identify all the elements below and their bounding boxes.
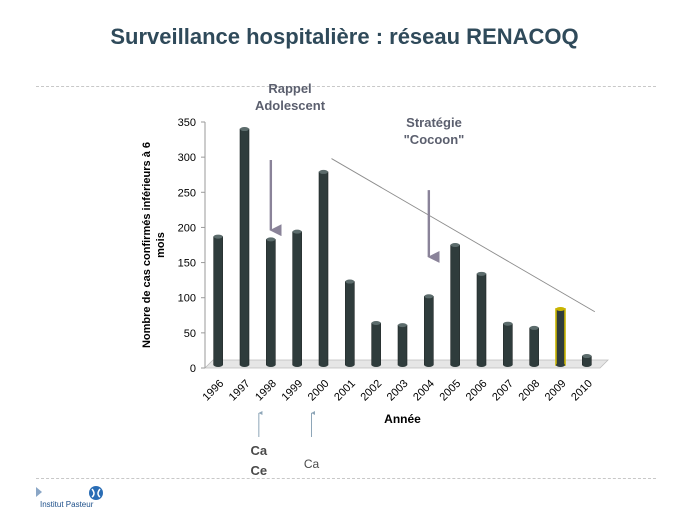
- bar-base: [424, 363, 434, 367]
- x-tick-label: 2007: [490, 378, 516, 404]
- x-axis-title: Année: [384, 412, 421, 426]
- top-divider: [36, 86, 656, 87]
- bar-base: [213, 363, 223, 367]
- y-tick-label: 50: [184, 328, 196, 340]
- x-tick-label: 2000: [306, 378, 332, 404]
- bar-top: [424, 294, 434, 299]
- bar-base: [582, 363, 592, 367]
- y-tick-label: 100: [178, 293, 196, 305]
- bar-top: [240, 127, 249, 132]
- x-tick-label: 2010: [569, 378, 595, 404]
- bar-top: [371, 321, 381, 326]
- bar-top: [266, 237, 276, 242]
- bar-base: [477, 363, 486, 367]
- bar-top: [319, 169, 328, 174]
- annotation-label: Stratégie: [406, 115, 462, 130]
- bar: [213, 236, 223, 366]
- bar-base: [266, 363, 276, 367]
- bar: [397, 324, 408, 366]
- bar: [318, 171, 329, 366]
- bar-top: [345, 279, 355, 284]
- bar: [555, 308, 566, 366]
- bar-base: [398, 363, 407, 367]
- bar: [371, 322, 381, 366]
- x-tick-label: 1999: [279, 378, 305, 404]
- bottom-divider: [36, 478, 656, 479]
- annotation-label: Adolescent: [255, 98, 326, 113]
- reference-label: Ce: [251, 463, 268, 478]
- bar-base: [319, 363, 328, 367]
- bar: [424, 296, 434, 366]
- bar: [476, 273, 487, 366]
- x-tick-label: 2005: [437, 378, 463, 404]
- bar: [239, 128, 250, 366]
- bar-base: [240, 363, 249, 367]
- bar-base: [450, 363, 460, 367]
- x-tick-label: 1996: [200, 378, 226, 404]
- x-tick-label: 2002: [358, 378, 384, 404]
- logo-text: Institut Pasteur: [40, 500, 94, 509]
- bar-top: [582, 354, 592, 359]
- bar: [266, 239, 276, 366]
- trend-line: [331, 158, 596, 313]
- slide-title: Surveillance hospitalière : réseau RENAC…: [110, 24, 579, 49]
- x-tick-label: 1997: [227, 378, 253, 404]
- annotation-label: Rappel: [268, 81, 311, 96]
- x-tick-label: 2009: [543, 378, 569, 404]
- bar-top: [213, 234, 223, 239]
- y-tick-label: 300: [178, 152, 196, 164]
- bar-top: [450, 243, 460, 247]
- bar: [450, 244, 460, 366]
- x-tick-label: 2003: [385, 378, 411, 404]
- y-tick-label: 0: [190, 363, 196, 375]
- bar-base: [371, 363, 381, 367]
- y-tick-label: 150: [178, 258, 196, 270]
- bar-base: [529, 363, 539, 367]
- x-tick-label: 2004: [411, 378, 437, 404]
- annotation-label: "Cocoon": [404, 132, 465, 147]
- bar-top: [477, 271, 486, 276]
- y-tick-label: 350: [178, 117, 196, 129]
- bar-top: [292, 229, 302, 234]
- institut-pasteur-logo: [36, 486, 103, 500]
- bar-base: [556, 363, 565, 367]
- bar-top: [398, 323, 407, 328]
- x-tick-label: 2001: [332, 378, 358, 404]
- bar: [345, 281, 355, 366]
- bar-top: [529, 325, 539, 330]
- x-tick-label: 1998: [253, 378, 279, 404]
- x-tick-label: 2006: [464, 378, 490, 404]
- bar-base: [345, 363, 355, 367]
- reference-label: Ca: [251, 443, 268, 458]
- bar-top: [503, 321, 513, 326]
- bar-base: [292, 363, 302, 367]
- y-tick-label: 200: [178, 222, 196, 234]
- y-tick-label: 250: [178, 187, 196, 199]
- bar: [529, 327, 539, 366]
- bar: [503, 323, 513, 366]
- bar-base: [503, 363, 513, 367]
- x-tick-label: 2008: [516, 378, 542, 404]
- bar: [292, 231, 302, 366]
- bar-top: [556, 306, 565, 311]
- reference-label: Ca: [304, 457, 320, 471]
- y-axis-title: Nombre de cas confirmés inférieurs à 6 mo…: [141, 142, 167, 348]
